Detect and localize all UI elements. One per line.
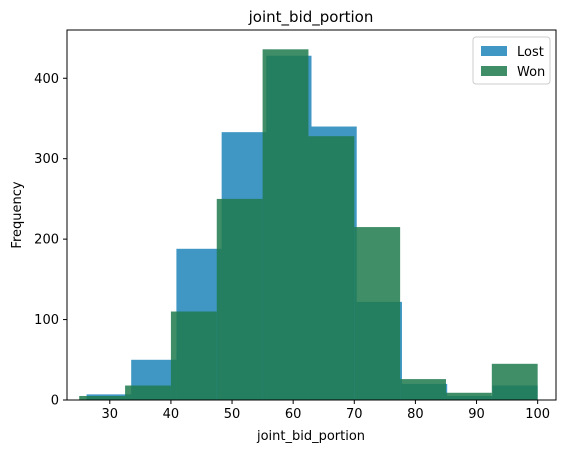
legend: Lost Won xyxy=(472,36,551,85)
legend-swatch-lost xyxy=(481,46,507,56)
x-axis: 30 40 50 60 70 80 90 100 xyxy=(102,400,550,422)
y-tick-label: 0 xyxy=(51,394,59,409)
x-tick-label: 80 xyxy=(407,407,424,422)
bar-won-6 xyxy=(354,227,401,400)
x-tick-label: 60 xyxy=(285,407,302,422)
chart-title: joint_bid_portion xyxy=(248,8,374,27)
x-tick-label: 30 xyxy=(102,407,119,422)
x-tick-label: 100 xyxy=(525,407,550,422)
y-axis-label: Frequency xyxy=(10,181,25,248)
x-tick-label: 90 xyxy=(468,407,485,422)
legend-label-lost: Lost xyxy=(517,45,544,60)
legend-swatch-won xyxy=(481,66,507,76)
y-tick-label: 400 xyxy=(34,72,59,87)
x-axis-label: joint_bid_portion xyxy=(256,429,365,444)
y-axis: 0 100 200 300 400 xyxy=(34,72,67,409)
bar-won-3 xyxy=(216,198,263,400)
bar-won-1 xyxy=(125,385,171,400)
bar-won-7 xyxy=(400,379,446,400)
y-tick-label: 200 xyxy=(34,233,59,248)
x-tick-label: 50 xyxy=(224,407,241,422)
bars-group xyxy=(79,49,538,401)
bar-won-0 xyxy=(79,395,126,400)
bar-won-2 xyxy=(170,311,217,400)
bar-won-5 xyxy=(308,136,355,400)
plot-frame xyxy=(66,29,557,401)
legend-label-won: Won xyxy=(517,65,545,80)
bar-won-4 xyxy=(262,49,309,400)
bar-won-8 xyxy=(445,392,492,400)
bar-won-9 xyxy=(491,363,538,400)
x-tick-label: 70 xyxy=(346,407,363,422)
y-tick-label: 100 xyxy=(34,313,59,328)
x-tick-label: 40 xyxy=(163,407,180,422)
y-tick-label: 300 xyxy=(34,152,59,167)
